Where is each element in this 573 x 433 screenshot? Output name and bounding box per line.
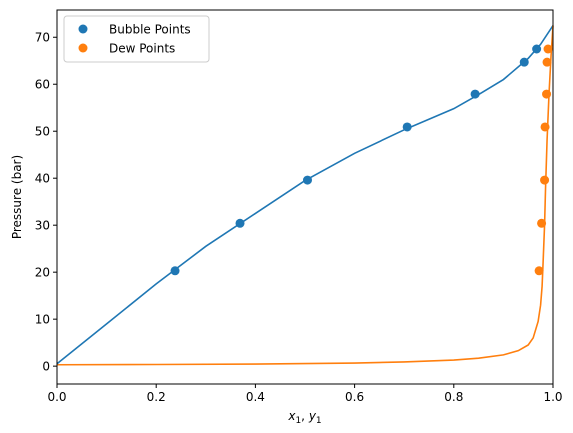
x-tick-label: 0.4: [246, 390, 265, 404]
legend-box: [63, 15, 210, 63]
y-tick-label: 0: [42, 359, 50, 373]
point-bubble-points: [402, 122, 412, 132]
y-tick-label: 30: [35, 218, 50, 232]
legend: Bubble Points Dew Points: [63, 15, 210, 63]
y-tick-label: 20: [35, 265, 50, 279]
point-bubble-points: [170, 266, 180, 276]
point-bubble-points: [532, 44, 542, 54]
point-dew-points: [537, 218, 547, 228]
point-dew-points: [540, 175, 550, 185]
point-dew-points: [543, 44, 553, 54]
x-tick-label: 0.6: [345, 390, 364, 404]
x-axis-ticks: 0.0 0.2 0.4 0.6 0.8 1.0: [47, 384, 563, 404]
plot-area: [56, 25, 554, 366]
point-dew-points: [542, 89, 552, 99]
point-bubble-points: [519, 57, 529, 67]
point-bubble-points: [470, 89, 480, 99]
series-line-3: [56, 25, 554, 366]
point-dew-points: [540, 122, 550, 132]
y-tick-label: 60: [35, 78, 50, 92]
legend-label-dew-points: Dew Points: [109, 42, 175, 56]
x-axis-label: x1, y1: [287, 409, 321, 426]
y-tick-label: 10: [35, 312, 50, 326]
y-tick-label: 40: [35, 172, 50, 186]
point-bubble-points: [302, 175, 312, 185]
y-axis-label: Pressure (bar): [10, 155, 24, 239]
point-dew-points: [542, 57, 552, 67]
legend-label-bubble-points: Bubble Points: [109, 23, 191, 37]
x-tick-label: 0.2: [147, 390, 166, 404]
legend-marker-bubble-points: [78, 24, 88, 34]
y-tick-label: 50: [35, 125, 50, 139]
y-axis-ticks: 0 10 20 30 40 50 60 70: [35, 31, 57, 373]
y-tick-label: 70: [35, 31, 50, 45]
legend-marker-dew-points: [78, 43, 88, 53]
x-tick-label: 0.8: [444, 390, 463, 404]
series-line-2: [56, 25, 554, 365]
x-tick-label: 0.0: [47, 390, 66, 404]
point-bubble-points: [235, 218, 245, 228]
point-dew-points: [534, 266, 544, 276]
x-tick-label: 1.0: [543, 390, 562, 404]
axes-frame: [56, 9, 554, 385]
